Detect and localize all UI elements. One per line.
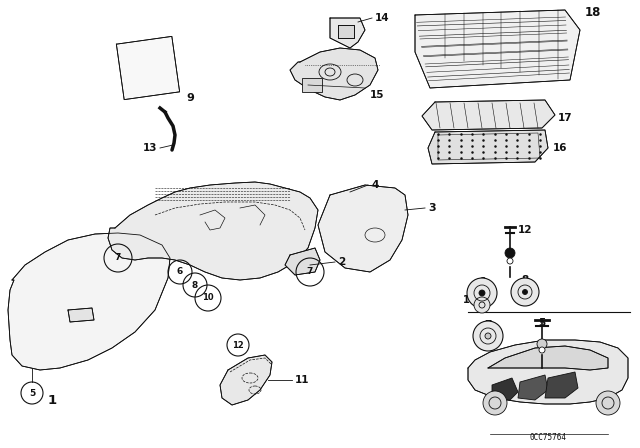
Text: 10: 10 [463, 295, 477, 305]
Polygon shape [415, 10, 580, 88]
Polygon shape [220, 355, 272, 405]
Text: 8: 8 [522, 275, 529, 285]
Text: 17: 17 [558, 113, 573, 123]
Polygon shape [285, 248, 320, 275]
Text: 12: 12 [232, 340, 244, 349]
Circle shape [479, 290, 485, 296]
Polygon shape [488, 346, 608, 370]
Text: 5: 5 [29, 388, 35, 397]
Polygon shape [8, 233, 170, 370]
Text: 2: 2 [338, 257, 345, 267]
Text: 3: 3 [428, 203, 436, 213]
Polygon shape [492, 378, 518, 400]
Polygon shape [518, 375, 548, 400]
Text: 1: 1 [48, 393, 57, 406]
Polygon shape [428, 130, 548, 164]
Text: 18: 18 [585, 5, 602, 18]
Circle shape [483, 391, 507, 415]
Text: 15: 15 [370, 90, 385, 100]
Text: 16: 16 [553, 143, 568, 153]
Circle shape [505, 248, 515, 258]
Circle shape [537, 339, 547, 349]
Text: 12: 12 [518, 225, 532, 235]
Circle shape [474, 297, 490, 313]
Circle shape [596, 391, 620, 415]
Bar [302, 78, 322, 92]
Circle shape [511, 278, 539, 306]
Polygon shape [318, 185, 408, 272]
Text: 9: 9 [186, 93, 194, 103]
Circle shape [507, 258, 513, 264]
Polygon shape [290, 48, 378, 100]
Text: 14: 14 [375, 13, 390, 23]
Polygon shape [338, 25, 354, 38]
Circle shape [522, 289, 527, 294]
Text: 7: 7 [307, 267, 313, 276]
Circle shape [467, 278, 497, 308]
Text: 10: 10 [202, 293, 214, 302]
Polygon shape [468, 340, 628, 404]
Text: 11: 11 [295, 375, 310, 385]
Polygon shape [545, 372, 578, 398]
Polygon shape [108, 182, 318, 280]
Text: 8: 8 [192, 280, 198, 289]
Polygon shape [116, 36, 180, 99]
Circle shape [485, 333, 491, 339]
Text: 4: 4 [371, 180, 378, 190]
Circle shape [539, 347, 545, 353]
Polygon shape [330, 18, 365, 48]
Text: 7: 7 [115, 254, 121, 263]
Circle shape [473, 321, 503, 351]
Polygon shape [68, 308, 94, 322]
Text: 0CC75764: 0CC75764 [529, 434, 566, 443]
Text: 5: 5 [538, 318, 546, 328]
Text: 13: 13 [143, 143, 157, 153]
Text: 6: 6 [177, 267, 183, 276]
Text: 7: 7 [484, 320, 492, 330]
Polygon shape [422, 100, 555, 130]
Text: 6: 6 [478, 277, 486, 287]
